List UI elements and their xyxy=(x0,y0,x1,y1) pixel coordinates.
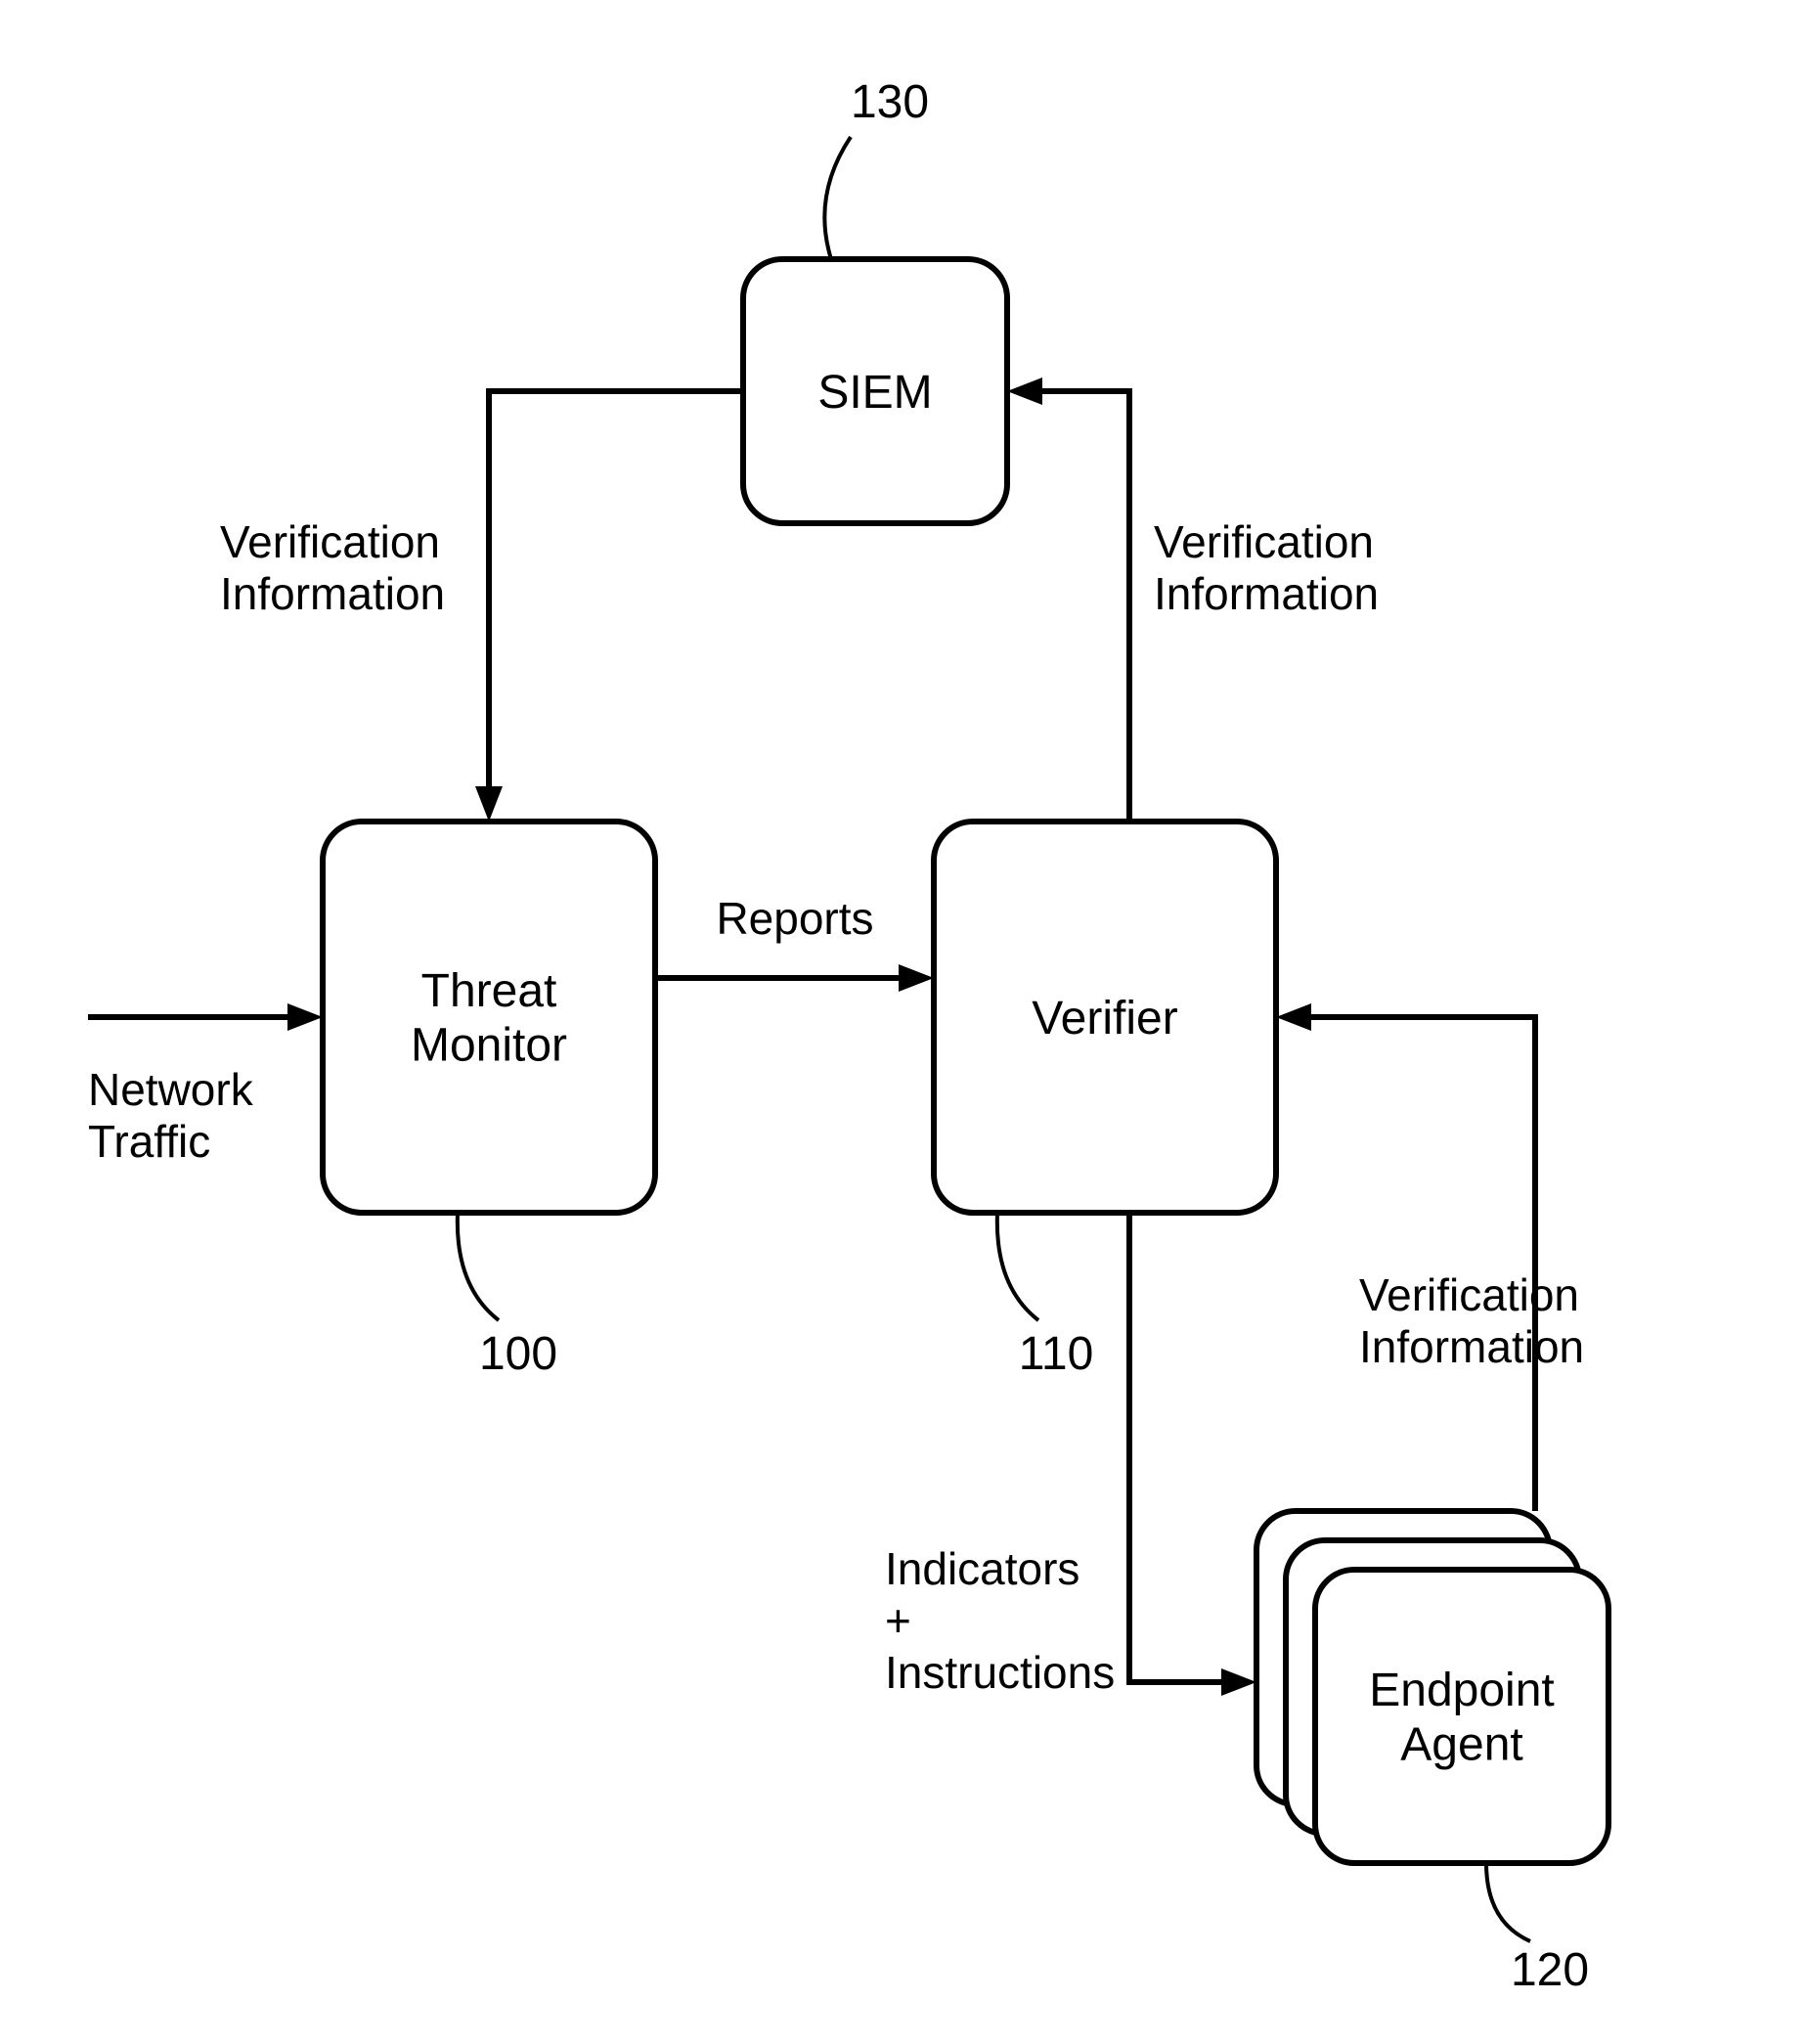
edge-label: VerificationInformation xyxy=(1359,1269,1584,1372)
edge-label: NetworkTraffic xyxy=(88,1064,254,1167)
reference-number: 130 xyxy=(851,76,929,128)
arrowhead-icon xyxy=(287,1003,323,1031)
edge xyxy=(1302,1017,1535,1511)
edge xyxy=(1129,1213,1230,1682)
edge-v-to-ag: Indicators+Instructions xyxy=(885,1213,1256,1698)
edge-net-in: NetworkTraffic xyxy=(88,1003,323,1167)
reference-number: 120 xyxy=(1511,1944,1589,1996)
node-verifier: Verifier 110 xyxy=(934,822,1276,1380)
edge-siem-to-tm: VerificationInformation xyxy=(220,391,743,822)
reference-leader xyxy=(824,137,851,259)
arrowhead-icon xyxy=(1221,1668,1256,1696)
edge xyxy=(1034,391,1129,822)
reference-leader xyxy=(1486,1863,1530,1941)
arrowhead-icon xyxy=(899,964,934,992)
edge-v-to-siem: VerificationInformation xyxy=(1007,378,1379,822)
reference-leader xyxy=(458,1213,499,1320)
edge-label: Indicators+Instructions xyxy=(885,1543,1115,1698)
node-siem: SIEM 130 xyxy=(743,76,1007,523)
arrowhead-icon xyxy=(1007,378,1042,405)
reference-leader xyxy=(997,1213,1038,1320)
edge-label: VerificationInformation xyxy=(1154,516,1379,619)
arrowhead-icon xyxy=(475,786,503,822)
edge-ag-to-v: VerificationInformation xyxy=(1276,1003,1584,1511)
node-threat: ThreatMonitor100 xyxy=(323,822,655,1380)
edge-tm-to-v: Reports xyxy=(655,893,934,992)
node-agent: EndpointAgent120 xyxy=(1256,1511,1608,1996)
node-label: Verifier xyxy=(1032,993,1177,1044)
reference-number: 110 xyxy=(1019,1328,1094,1380)
reference-number: 100 xyxy=(479,1328,557,1380)
arrowhead-icon xyxy=(1276,1003,1311,1031)
edge-label: VerificationInformation xyxy=(220,516,445,619)
edge xyxy=(489,391,743,795)
edge-label: Reports xyxy=(716,893,873,944)
node-label: SIEM xyxy=(817,367,932,419)
